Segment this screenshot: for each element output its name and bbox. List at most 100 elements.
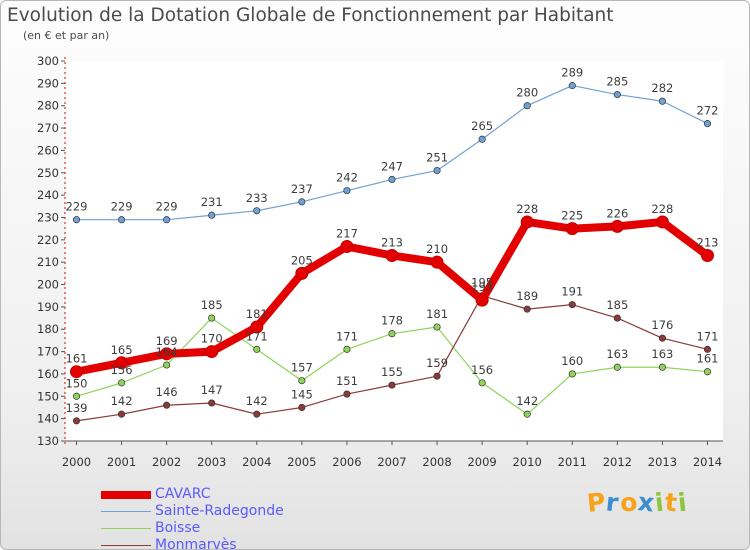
data-point bbox=[298, 403, 306, 412]
data-label: 157 bbox=[291, 361, 313, 375]
data-label: 285 bbox=[606, 75, 628, 89]
data-label: 160 bbox=[561, 354, 583, 368]
data-point bbox=[658, 334, 666, 342]
data-label: 265 bbox=[471, 119, 493, 133]
data-point bbox=[163, 361, 171, 369]
y-tick-label: 150 bbox=[37, 389, 59, 403]
data-point bbox=[478, 379, 486, 387]
data-label: 161 bbox=[697, 352, 719, 366]
data-point bbox=[703, 368, 712, 376]
data-point bbox=[250, 320, 264, 334]
data-point bbox=[388, 381, 396, 389]
data-label: 150 bbox=[66, 376, 88, 390]
data-label: 229 bbox=[156, 200, 178, 214]
data-point bbox=[70, 365, 83, 379]
data-label: 193 bbox=[471, 280, 493, 294]
chart-legend: CAVARC Sainte-Radegonde Boisse Monmarvès bbox=[101, 486, 284, 549]
proxiti-logo: Proxiti bbox=[586, 487, 689, 518]
data-label: 161 bbox=[66, 352, 88, 366]
data-label: 225 bbox=[561, 209, 583, 223]
data-point bbox=[430, 255, 444, 269]
data-point bbox=[72, 417, 81, 425]
data-label: 205 bbox=[291, 253, 313, 267]
data-label: 171 bbox=[336, 329, 358, 343]
x-tick-label: 2001 bbox=[107, 455, 136, 469]
data-point bbox=[208, 211, 216, 219]
data-label: 171 bbox=[697, 329, 719, 343]
data-point bbox=[658, 97, 666, 105]
y-tick-label: 180 bbox=[37, 322, 59, 336]
data-point bbox=[163, 216, 171, 224]
data-label: 151 bbox=[336, 374, 358, 388]
x-tick-label: 2004 bbox=[242, 455, 271, 469]
x-tick-label: 2014 bbox=[693, 455, 722, 469]
data-point bbox=[343, 390, 351, 398]
data-label: 145 bbox=[291, 387, 313, 401]
data-point bbox=[565, 222, 579, 236]
x-tick-label: 2005 bbox=[287, 455, 316, 469]
data-point bbox=[478, 135, 486, 143]
data-point bbox=[115, 356, 129, 370]
data-point bbox=[475, 293, 489, 307]
data-label: 237 bbox=[291, 182, 313, 196]
data-label: 229 bbox=[111, 200, 133, 214]
data-point bbox=[298, 377, 306, 385]
data-point bbox=[658, 363, 666, 371]
legend-swatch bbox=[101, 490, 151, 499]
data-label: 142 bbox=[516, 394, 538, 408]
data-point bbox=[298, 198, 306, 206]
y-tick-label: 290 bbox=[37, 76, 59, 90]
data-point bbox=[118, 216, 126, 224]
data-label: 170 bbox=[201, 332, 223, 346]
data-point bbox=[163, 401, 171, 409]
legend-item: Monmarvès bbox=[101, 537, 284, 549]
y-tick-label: 240 bbox=[37, 188, 59, 202]
x-tick-label: 2011 bbox=[558, 455, 587, 469]
data-label: 142 bbox=[246, 394, 268, 408]
y-tick-label: 220 bbox=[37, 233, 59, 247]
data-point bbox=[703, 345, 712, 353]
data-point bbox=[655, 215, 669, 229]
data-label: 226 bbox=[606, 206, 628, 220]
data-point bbox=[523, 305, 531, 313]
y-tick-label: 300 bbox=[37, 54, 59, 68]
y-tick-label: 160 bbox=[37, 367, 59, 381]
y-tick-label: 210 bbox=[37, 255, 59, 269]
data-point bbox=[385, 248, 399, 262]
data-label: 228 bbox=[651, 202, 673, 216]
data-point bbox=[205, 345, 219, 359]
data-point bbox=[520, 215, 534, 229]
data-point bbox=[388, 175, 396, 184]
data-label: 169 bbox=[156, 334, 178, 348]
data-label: 156 bbox=[471, 363, 493, 377]
y-tick-label: 140 bbox=[37, 412, 59, 426]
chart-subtitle: (en € et par an) bbox=[23, 29, 110, 42]
data-label: 185 bbox=[201, 298, 223, 312]
x-tick-label: 2003 bbox=[197, 455, 226, 469]
data-label: 165 bbox=[111, 343, 133, 357]
data-label: 191 bbox=[561, 285, 583, 299]
data-label: 280 bbox=[516, 86, 538, 100]
data-point bbox=[433, 166, 441, 175]
data-label: 213 bbox=[697, 235, 719, 249]
data-label: 181 bbox=[426, 307, 448, 321]
y-tick-label: 260 bbox=[37, 143, 59, 157]
x-tick-label: 2000 bbox=[62, 455, 91, 469]
data-point bbox=[208, 314, 216, 322]
data-label: 247 bbox=[381, 159, 403, 173]
data-label: 272 bbox=[697, 104, 719, 118]
x-tick-label: 2008 bbox=[422, 455, 451, 469]
data-label: 156 bbox=[111, 363, 133, 377]
data-point bbox=[253, 345, 261, 353]
x-tick-label: 2006 bbox=[332, 455, 361, 469]
x-tick-label: 2002 bbox=[152, 455, 181, 469]
data-point bbox=[253, 207, 261, 215]
y-tick-label: 170 bbox=[37, 345, 59, 359]
data-point bbox=[568, 82, 576, 90]
data-point bbox=[343, 187, 351, 195]
data-label: 163 bbox=[651, 347, 673, 361]
data-point bbox=[433, 372, 441, 380]
x-tick-label: 2007 bbox=[377, 455, 406, 469]
data-point bbox=[340, 240, 354, 254]
